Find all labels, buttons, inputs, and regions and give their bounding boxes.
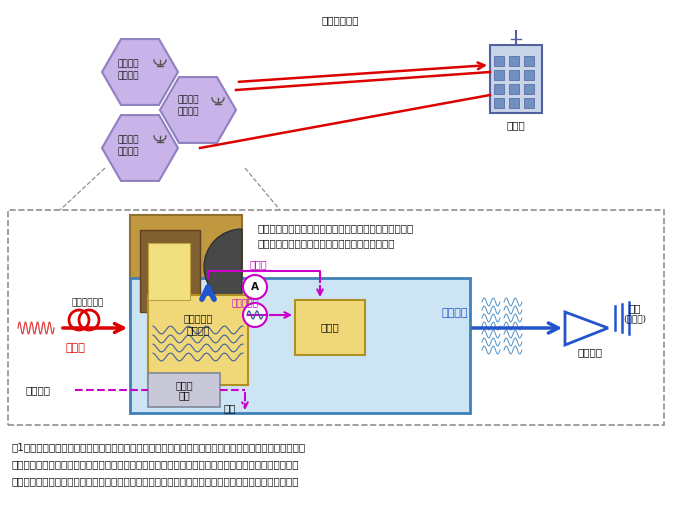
Text: 載したモジュールの概要図（下）高速光信号（入力）を高速受光素子で受信し、高周波信号と電気起電: 載したモジュールの概要図（下）高速光信号（入力）を高速受光素子で受信し、高周波信… [12, 459, 299, 469]
Text: 起電力: 起電力 [249, 259, 267, 269]
Text: 光信号: 光信号 [65, 343, 85, 353]
Bar [509, 70, 519, 80]
FancyBboxPatch shape [8, 210, 664, 425]
Wedge shape [204, 229, 242, 305]
Text: 光給電: 光給電 [175, 380, 192, 390]
Text: 高周波信号: 高周波信号 [232, 300, 258, 309]
Bar [509, 98, 519, 108]
Bar [524, 70, 534, 80]
Bar [524, 56, 534, 66]
Bar [494, 98, 504, 108]
Bar [509, 84, 519, 94]
Text: アンテナ: アンテナ [117, 60, 139, 68]
Text: 電波: 電波 [629, 303, 641, 313]
Bar [130, 215, 242, 320]
Polygon shape [565, 312, 608, 345]
Text: 新規開発した高速受光素子（自己発電型高速受光素子）: 新規開発した高速受光素子（自己発電型高速受光素子） [258, 223, 415, 233]
Text: 光ファイバー: 光ファイバー [72, 299, 104, 307]
Bar [490, 45, 542, 113]
Text: 素子: 素子 [178, 390, 190, 400]
Text: アンテナ: アンテナ [577, 347, 602, 357]
Bar [494, 56, 504, 66]
Text: 力を同時生成。発生起電力で後段増幅器の電圧を制御し、最終的に増幅器より高出力電気信号を発生。: 力を同時生成。発生起電力で後段増幅器の電圧を制御し、最終的に増幅器より高出力電気… [12, 476, 299, 486]
Text: (ミリ波): (ミリ波) [623, 314, 647, 324]
Bar [148, 295, 248, 385]
Text: 基地局: 基地局 [507, 120, 526, 130]
Bar [148, 243, 190, 300]
Text: 電力: 電力 [223, 403, 236, 413]
Polygon shape [160, 77, 236, 143]
FancyBboxPatch shape [130, 278, 470, 413]
Polygon shape [102, 115, 178, 181]
Bar [295, 300, 365, 355]
Text: 増幅器: 増幅器 [320, 322, 339, 332]
Polygon shape [102, 39, 178, 105]
Bar [140, 230, 200, 312]
Circle shape [243, 275, 267, 299]
Text: ユニット: ユニット [117, 148, 139, 157]
Text: 電気信号: 電気信号 [441, 308, 468, 318]
Bar [524, 98, 534, 108]
Text: 図1　ミリ波帯有無線融合ネットワークのイメージ図（上）、新規開発した自己発電型高速受光素子を搭: 図1 ミリ波帯有無線融合ネットワークのイメージ図（上）、新規開発した自己発電型高… [12, 442, 306, 452]
Bar [509, 56, 519, 66]
Text: の外観写真。写真、中央部小円は受光部を示す。: の外観写真。写真、中央部小円は受光部を示す。 [258, 238, 396, 248]
Bar [524, 84, 534, 94]
Text: 自己発電型: 自己発電型 [183, 313, 213, 323]
Bar [148, 373, 220, 407]
Text: アンテナ: アンテナ [117, 136, 139, 145]
Text: ユニット: ユニット [117, 72, 139, 80]
Text: A: A [251, 282, 259, 292]
Text: 光パワー: 光パワー [25, 385, 50, 395]
Text: 光ファイバー: 光ファイバー [321, 15, 359, 25]
Text: ユニット: ユニット [177, 108, 199, 116]
Text: 受光素子: 受光素子 [186, 325, 210, 335]
Bar [494, 70, 504, 80]
Text: アンテナ: アンテナ [177, 96, 199, 104]
Bar [494, 84, 504, 94]
Circle shape [243, 303, 267, 327]
